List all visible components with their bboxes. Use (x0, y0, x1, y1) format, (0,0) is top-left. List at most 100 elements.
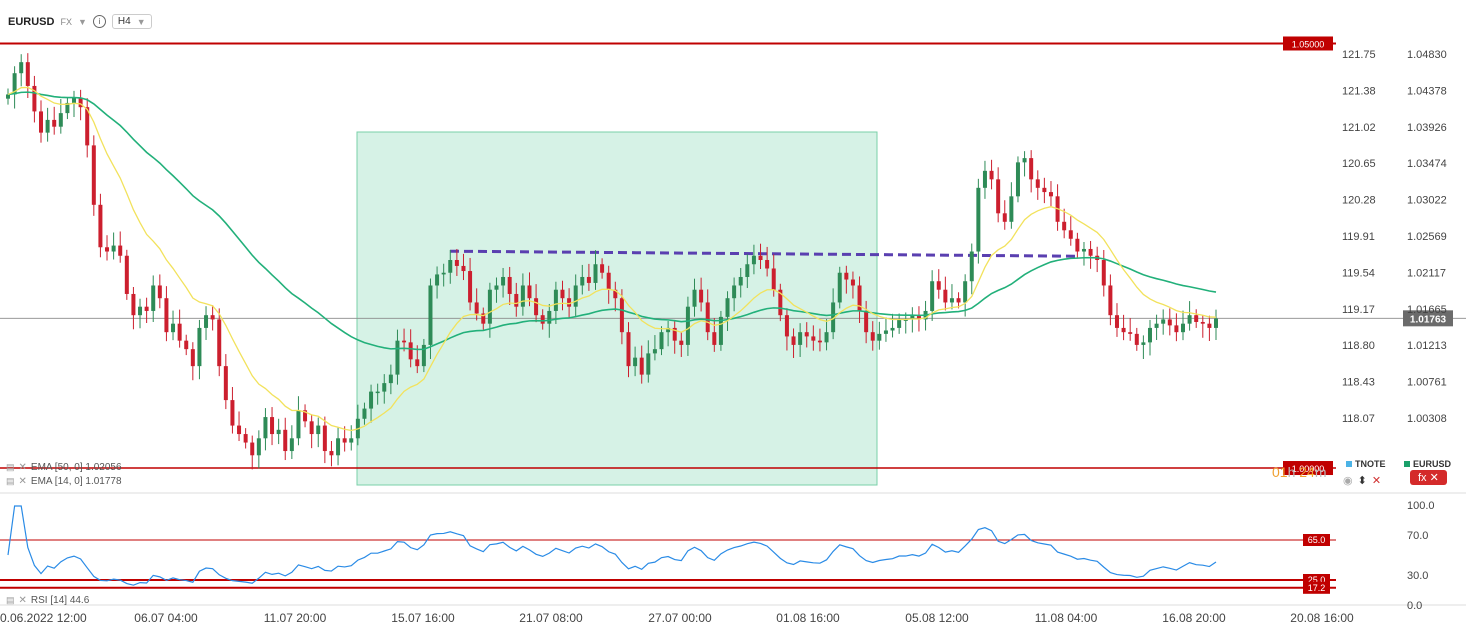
y-axis-tick-label: 119.91 (1342, 231, 1375, 243)
price-level-label: 1.00000 (1292, 464, 1325, 474)
candle (138, 306, 143, 316)
fx-close-button[interactable]: fx ✕ (1410, 470, 1447, 485)
candle (1009, 196, 1014, 222)
candle (639, 357, 644, 375)
candle (58, 113, 63, 127)
candle (817, 340, 822, 343)
candle (375, 391, 380, 394)
candle (837, 272, 842, 303)
y-axis-tick-label: 1.02117 (1407, 267, 1446, 279)
candle (692, 289, 697, 307)
candle (758, 255, 763, 260)
x-axis-tick-label: 21.07 08:00 (519, 611, 583, 625)
candle (1114, 315, 1119, 328)
color-swatch (1404, 461, 1410, 467)
candle (916, 315, 921, 320)
candle (501, 276, 506, 286)
y-axis-tick-label: 119.17 (1342, 304, 1375, 316)
candle (976, 187, 981, 252)
candle (586, 276, 591, 283)
candle (540, 315, 545, 324)
candle (415, 359, 420, 367)
candle (105, 247, 110, 252)
settings-icon[interactable]: ▤ (6, 462, 15, 472)
candle (725, 298, 730, 317)
y-axis-tick-label: 121.75 (1342, 49, 1376, 61)
tnote-tag[interactable]: TNOTE (1346, 459, 1386, 469)
x-axis-tick-label: 27.07 00:00 (648, 611, 712, 625)
candle (296, 410, 301, 439)
indicator-ema14[interactable]: ▤ ✕ EMA [14, 0] 1.01778 (6, 476, 122, 487)
candle (732, 285, 737, 299)
candle (395, 340, 400, 375)
candle (580, 276, 585, 286)
candle (210, 315, 215, 320)
candle (804, 332, 809, 337)
candle (197, 327, 202, 367)
price-level-tag (1283, 36, 1333, 51)
candle (507, 276, 512, 294)
candle (943, 289, 948, 303)
candle (52, 119, 57, 127)
candle (1035, 179, 1040, 188)
candle (864, 310, 869, 333)
current-price-tag (1403, 310, 1453, 327)
settings-icon[interactable]: ▤ (6, 595, 15, 605)
candle (144, 306, 149, 311)
candle (1088, 248, 1093, 256)
candle (289, 438, 294, 452)
close-icon[interactable]: ✕ (18, 595, 27, 606)
x-axis-tick-label: 01.08 16:00 (776, 611, 840, 625)
candle (1154, 323, 1159, 328)
candle (39, 111, 44, 133)
close-icon[interactable]: ✕ (1371, 475, 1382, 487)
candle (883, 330, 888, 334)
indicator-rsi[interactable]: ▤ ✕ RSI [14] 44.6 (6, 595, 89, 606)
settings-icon[interactable]: ▤ (6, 476, 15, 486)
candle (408, 342, 413, 360)
candle (1121, 327, 1126, 333)
rsi-level-tag (1303, 581, 1330, 594)
rsi-level-label: 25.0 (1308, 575, 1326, 585)
y-axis-tick-label: 1.00308 (1407, 413, 1447, 425)
candle (329, 451, 334, 456)
eurusd-tag[interactable]: EURUSD (1404, 459, 1451, 469)
chevron-down-icon[interactable]: ▼ (77, 16, 87, 27)
eye-icon[interactable]: ◉ (1343, 475, 1353, 487)
y-axis-tick-label: 120.28 (1342, 195, 1376, 207)
candle (151, 285, 156, 311)
candle (111, 245, 116, 252)
chevron-down-icon: ▼ (136, 16, 146, 27)
rsi-level-label: 17.2 (1308, 583, 1326, 593)
y-axis-tick-label: 1.00761 (1407, 377, 1447, 389)
candle (25, 62, 30, 86)
candle (626, 332, 631, 367)
candle (1167, 319, 1172, 326)
candle (1068, 230, 1073, 239)
price-level-tag (1283, 461, 1333, 476)
candle (98, 204, 103, 248)
candle (890, 327, 895, 331)
close-icon[interactable]: ✕ (18, 462, 27, 473)
close-icon[interactable]: ✕ (18, 476, 27, 487)
indicator-ema50[interactable]: ▤ ✕ EMA [50, 0] 1.02056 (6, 462, 122, 473)
y-axis-tick-label: 1.03926 (1407, 122, 1447, 134)
candle (877, 333, 882, 341)
x-axis-tick-label: 30.06.2022 12:00 (0, 611, 87, 625)
candle (949, 298, 954, 303)
ema50-line (7, 91, 1217, 351)
x-axis-tick-label: 20.08 16:00 (1290, 611, 1354, 625)
candle (850, 279, 855, 286)
candle (547, 310, 552, 324)
sort-icon[interactable]: ⬍ (1357, 475, 1367, 487)
candle (930, 281, 935, 311)
candle (124, 255, 129, 294)
symbol-label[interactable]: EURUSD (8, 15, 55, 28)
timeframe-select[interactable]: H4 ▼ (111, 14, 152, 29)
candle (6, 94, 10, 99)
candle (32, 85, 37, 112)
candle (1141, 342, 1146, 345)
candle (903, 319, 908, 321)
info-icon[interactable]: i (92, 15, 106, 28)
